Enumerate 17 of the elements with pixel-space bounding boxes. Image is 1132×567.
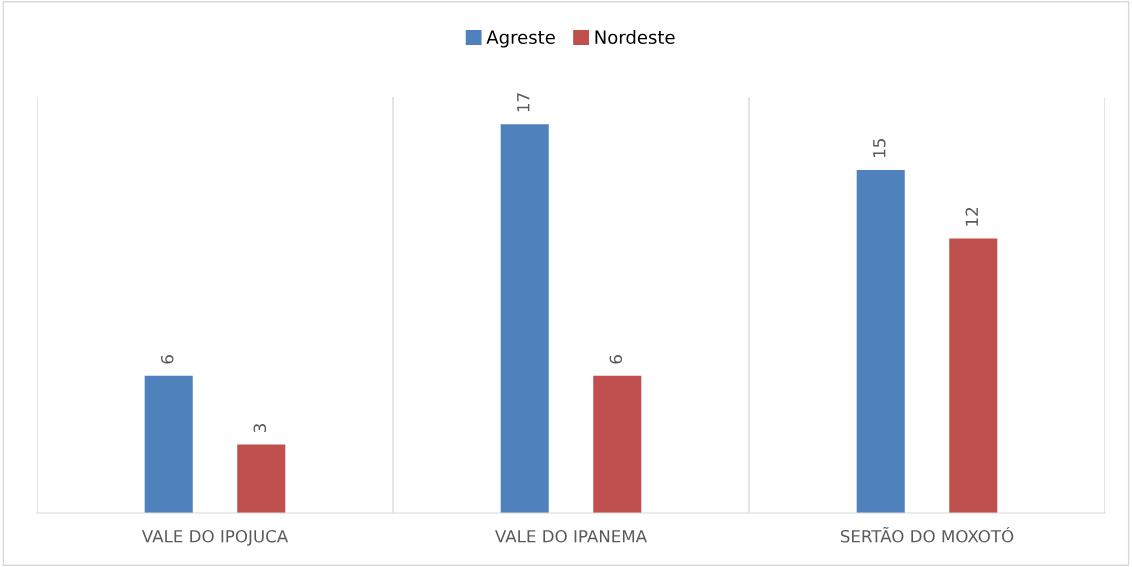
legend-label: Agreste [486,30,555,48]
bar [237,444,286,513]
bar [144,375,193,513]
data-label: 15 [873,139,886,158]
legend-label: Nordeste [595,30,675,45]
bar [856,169,905,513]
bar [593,375,642,513]
bar [949,238,998,513]
data-label: 6 [609,355,623,364]
data-label: 3 [253,424,267,433]
data-label: 17 [517,93,530,112]
data-label: 12 [965,207,978,226]
x-tick-label: SERTÃO DO MOXOTÓ [840,526,1014,543]
x-tick-label: VALE DO IPOJUCA [141,529,289,546]
data-label: 6 [160,355,174,364]
x-tick-label: VALE DO IPANEMA [495,529,647,543]
bar [500,124,549,513]
